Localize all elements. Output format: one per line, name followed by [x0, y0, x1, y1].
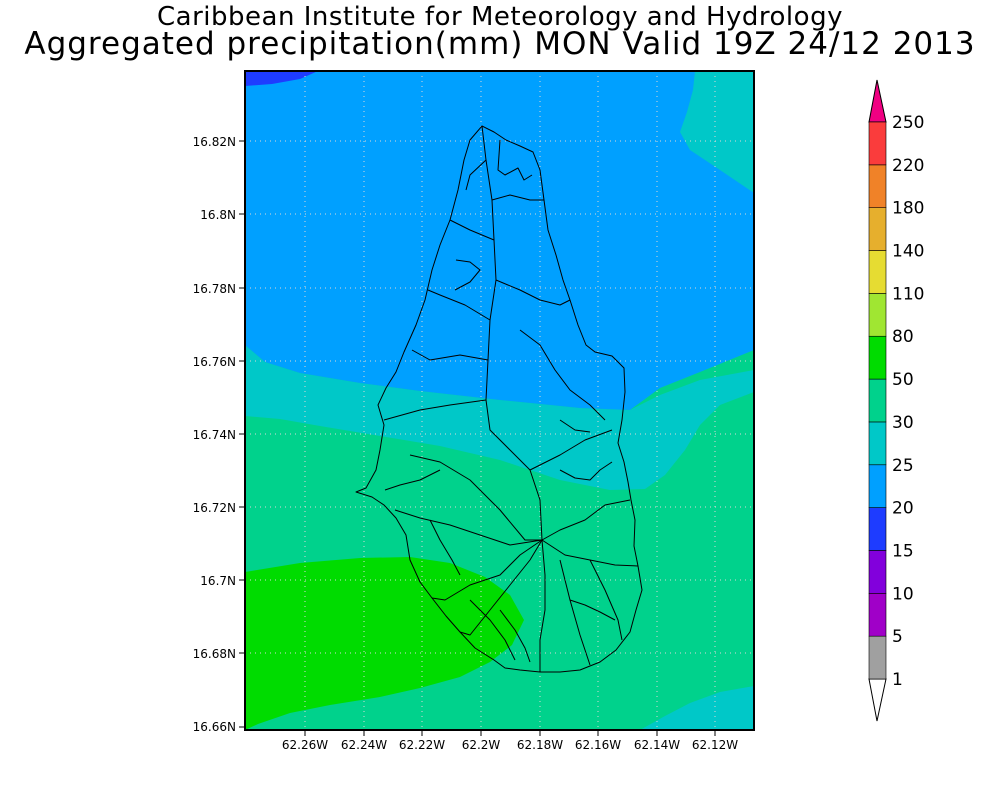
x-tick-label: 62.12W	[692, 738, 738, 752]
colorbar-swatch	[868, 293, 887, 337]
colorbar-swatch	[868, 464, 887, 508]
colorbar-label: 20	[892, 499, 914, 519]
y-tick-label: 16.8N	[200, 208, 236, 222]
colorbar-over-triangle	[868, 79, 887, 123]
field-25-30	[245, 345, 754, 490]
x-tick-label: 62.2W	[462, 738, 501, 752]
x-axis-labels: 62.26W 62.24W 62.22W 62.2W 62.18W 62.16W…	[282, 738, 738, 752]
colorbar-label: 10	[892, 584, 914, 604]
x-tick-label: 62.26W	[282, 738, 328, 752]
colorbar-swatch	[868, 207, 887, 251]
island-outline	[355, 125, 643, 673]
y-axis-labels: 16.82N 16.8N 16.78N 16.76N 16.74N 16.72N…	[193, 135, 236, 734]
field-25-30-top-right	[680, 71, 754, 193]
field-15-20	[245, 71, 318, 86]
x-tick-label: 62.14W	[634, 738, 680, 752]
colorbar-swatch	[868, 421, 887, 466]
colorbar-swatch	[868, 593, 887, 637]
colorbar-under-triangle	[868, 678, 887, 722]
field-20-25	[245, 71, 754, 410]
island-watersheds	[355, 125, 643, 673]
colorbar-swatch	[868, 507, 887, 551]
colorbar-swatch	[868, 550, 887, 594]
colorbar-label: 80	[892, 327, 914, 347]
colorbar-label: 180	[892, 199, 924, 219]
colorbar-label: 25	[892, 456, 914, 476]
y-tick-label: 16.76N	[193, 355, 236, 369]
colorbar-label: 30	[892, 413, 914, 433]
colorbar-label: 50	[892, 370, 914, 390]
x-axis-ticks	[304, 730, 716, 736]
colorbar-label: 220	[892, 156, 924, 176]
y-axis-ticks	[239, 140, 245, 728]
colorbar-label: 5	[892, 627, 903, 647]
field-50-80	[245, 557, 524, 730]
plot-frame	[244, 70, 755, 731]
colorbar-label: 110	[892, 284, 924, 304]
y-tick-label: 16.68N	[193, 647, 236, 661]
x-tick-label: 62.24W	[341, 738, 387, 752]
x-tick-label: 62.22W	[399, 738, 445, 752]
y-tick-label: 16.74N	[193, 428, 236, 442]
colorbar-label: 250	[892, 113, 924, 133]
colorbar-label: 15	[892, 541, 914, 561]
colorbar-swatch	[868, 121, 887, 166]
colorbar-swatch	[868, 635, 887, 680]
colorbar-swatch	[868, 250, 887, 294]
y-tick-label: 16.66N	[193, 720, 236, 734]
y-tick-label: 16.7N	[200, 574, 236, 588]
precip-field	[245, 71, 754, 730]
map-subtitle: Aggregated precipitation(mm) MON Valid 1…	[24, 26, 976, 62]
x-tick-label: 62.18W	[517, 738, 563, 752]
colorbar-swatch	[868, 378, 887, 423]
colorbar-swatch	[868, 335, 887, 380]
colorbar-label: 1	[892, 670, 903, 690]
map-title: Caribbean Institute for Meteorology and …	[157, 2, 843, 32]
colorbar-label: 140	[892, 242, 924, 262]
field-25-30-bottom-right	[640, 686, 754, 730]
y-tick-label: 16.72N	[193, 501, 236, 515]
y-tick-label: 16.82N	[193, 135, 236, 149]
colorbar-swatch	[868, 164, 887, 209]
x-tick-label: 62.16W	[575, 738, 621, 752]
y-tick-label: 16.78N	[193, 282, 236, 296]
